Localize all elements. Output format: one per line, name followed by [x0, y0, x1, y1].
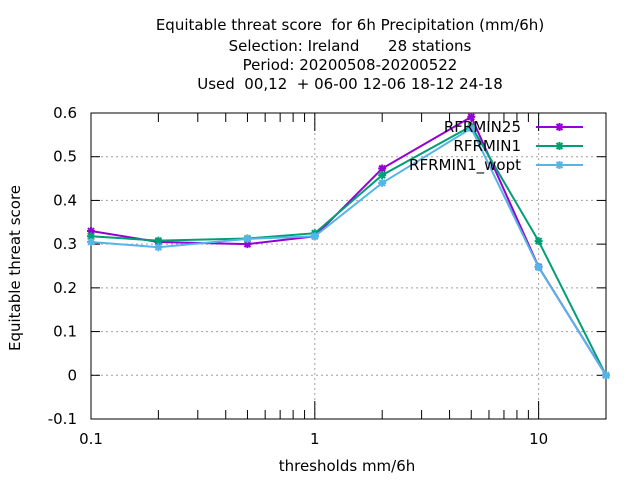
data-point [87, 227, 95, 236]
data-point [154, 243, 163, 252]
legend-label: RFRMIN1_wopt [409, 156, 521, 175]
x-tick-label: 0.1 [79, 430, 103, 448]
x-tick-label: 10 [529, 430, 548, 448]
data-point [467, 124, 476, 133]
data-point [87, 237, 95, 246]
series [87, 112, 610, 380]
y-tick-label: 0.2 [53, 279, 77, 297]
data-point [534, 237, 543, 246]
y-tick-label: 0.6 [53, 104, 77, 122]
data-point [602, 371, 610, 380]
data-point [87, 232, 95, 241]
data-point [555, 161, 564, 169]
data-point [534, 263, 543, 272]
axes: -0.1 0 0.1 0.2 0.3 0.4 0.5 0.6 0.1 1 10 [48, 104, 607, 448]
data-point [378, 171, 387, 180]
title-line-4: Used 00,12 + 06-00 12-06 18-12 24-18 [197, 75, 503, 93]
x-axis-label: thresholds mm/6h [279, 457, 416, 475]
grid [91, 113, 606, 419]
y-tick-label: 0.4 [53, 191, 77, 209]
title-line-2: Selection: Ireland 28 stations [228, 37, 472, 55]
legend-label: RFRMIN1 [453, 137, 521, 155]
data-point [154, 236, 163, 245]
title-line-1: Equitable threat score for 6h Precipitat… [155, 16, 545, 34]
data-point [243, 234, 252, 243]
y-tick-label: -0.1 [48, 410, 77, 428]
legend-label: RFRMIN25 [444, 118, 521, 136]
data-point [555, 142, 564, 150]
title-line-3: Period: 20200508-20200522 [242, 56, 458, 74]
data-point [378, 178, 387, 187]
x-tick-label: 1 [310, 430, 320, 448]
y-axis-label: Equitable threat score [6, 185, 24, 351]
series-line [90, 126, 607, 376]
data-point [555, 123, 564, 131]
data-point [467, 112, 476, 121]
plot-frame [90, 112, 607, 420]
y-tick-label: 0.5 [53, 148, 77, 166]
series-line [90, 124, 607, 376]
y-tick-label: 0 [67, 366, 77, 384]
data-point [310, 232, 319, 241]
data-point [243, 240, 252, 249]
y-tick-label: 0.1 [53, 323, 77, 341]
y-tick-label: 0.3 [53, 235, 77, 253]
data-point [378, 164, 387, 173]
